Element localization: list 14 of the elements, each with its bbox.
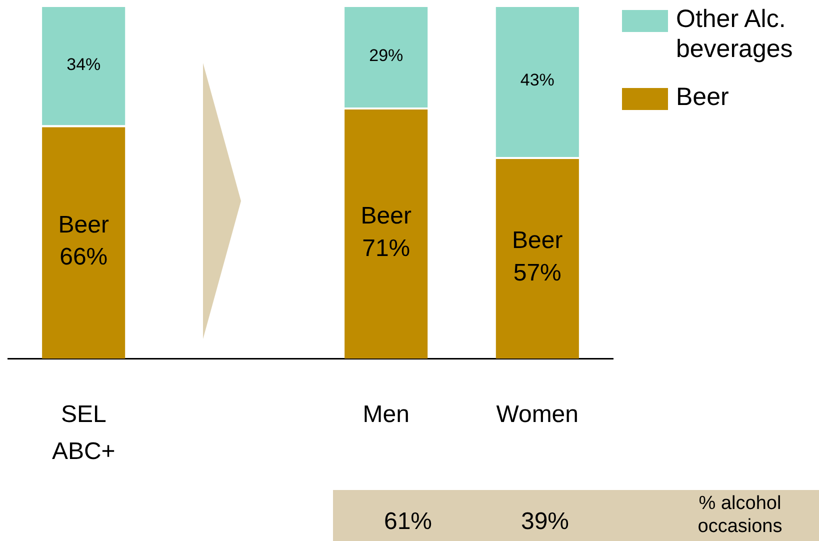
text: 61% [382, 508, 434, 536]
data-label: Beer 66% [58, 211, 109, 271]
data-label: 34% [66, 54, 101, 74]
x-tick-label: Women [496, 400, 579, 428]
data-label: 29% [369, 46, 404, 65]
legend-label: Beer [676, 82, 729, 112]
legend-label: Other Alc. beverages [676, 4, 793, 64]
text: 39% [520, 508, 570, 536]
data-label: Beer 57% [512, 227, 563, 287]
data-label: 43% [520, 70, 554, 90]
text: % alcohol occasions [696, 492, 784, 538]
x-tick-label: Men [362, 400, 410, 428]
x-tick-label: SEL ABC+ [52, 400, 116, 466]
data-label: Beer 71% [360, 202, 412, 262]
